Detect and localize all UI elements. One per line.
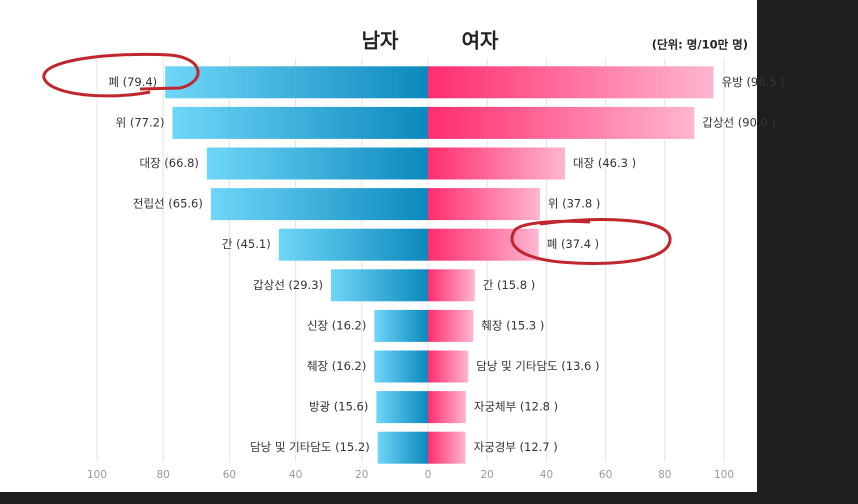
x-tick-label: 40: [289, 469, 302, 481]
bar: [374, 309, 428, 342]
bar: [428, 269, 475, 302]
value-label: 간 (15.8 ): [483, 278, 535, 292]
x-tick-label: 60: [223, 469, 236, 481]
bar: [278, 228, 428, 261]
value-label: 대장 (66.8): [139, 156, 198, 170]
value-label: 전립선 (65.6): [133, 197, 203, 211]
bar: [428, 350, 469, 383]
bar: [376, 391, 428, 424]
bar: [428, 66, 714, 99]
value-label: 폐 (37.4 ): [547, 237, 599, 251]
bar: [428, 309, 474, 342]
value-label: 갑상선 (29.3): [253, 278, 323, 292]
bar: [428, 188, 540, 221]
bar: [206, 147, 428, 180]
bar: [331, 269, 428, 302]
value-label: 담낭 및 기타담도 (13.6 ): [476, 359, 599, 373]
x-tick-label: 100: [714, 469, 734, 481]
plot: 100 80 60 40 20 0 폐 (79.4) 위 (77.2) 대장 (66.8) 전립선…: [87, 58, 785, 481]
x-tick-label: 0: [425, 469, 432, 481]
bar: [172, 106, 428, 139]
value-label: 담낭 및 기타담도 (15.2): [250, 440, 370, 454]
x-tick-label: 60: [599, 469, 612, 481]
left-header: 남자: [362, 29, 399, 53]
x-tick-label: 100: [87, 469, 107, 481]
bar: [210, 188, 428, 221]
value-label: 췌장 (15.3 ): [481, 318, 544, 332]
value-label: 갑상선 (90.0 ): [702, 115, 776, 129]
value-label: 대장 (46.3 ): [573, 156, 636, 170]
bar: [428, 391, 466, 424]
x-tick-label: 20: [481, 469, 494, 481]
value-label: 폐 (79.4): [108, 75, 157, 89]
value-label: 신장 (16.2): [307, 318, 366, 332]
x-tick-label: 40: [540, 469, 553, 481]
bar: [428, 106, 695, 139]
bar: [165, 66, 428, 99]
bar: [428, 147, 566, 180]
annotation-circle: [42, 52, 200, 98]
bar: [428, 228, 539, 261]
value-label: 유방 (96.5 ): [722, 75, 785, 89]
x-tick-label: 80: [157, 469, 170, 481]
x-tick-label: 80: [658, 469, 671, 481]
bar: [428, 431, 466, 464]
value-label: 자궁경부 (12.7 ): [474, 440, 558, 454]
value-label: 간 (45.1): [222, 237, 271, 251]
value-label: 방광 (15.6): [309, 400, 368, 414]
bar: [374, 350, 428, 383]
bar: [377, 431, 428, 464]
unit-note: (단위: 명/10만 명): [652, 38, 748, 52]
right-header: 여자: [462, 29, 499, 53]
value-label: 위 (37.8 ): [548, 197, 600, 211]
value-label: 췌장 (16.2): [307, 359, 366, 373]
x-tick-label: 20: [355, 469, 368, 481]
annotation-circle: [510, 218, 672, 265]
value-label: 자궁체부 (12.8 ): [474, 400, 558, 414]
value-label: 위 (77.2): [116, 115, 165, 129]
